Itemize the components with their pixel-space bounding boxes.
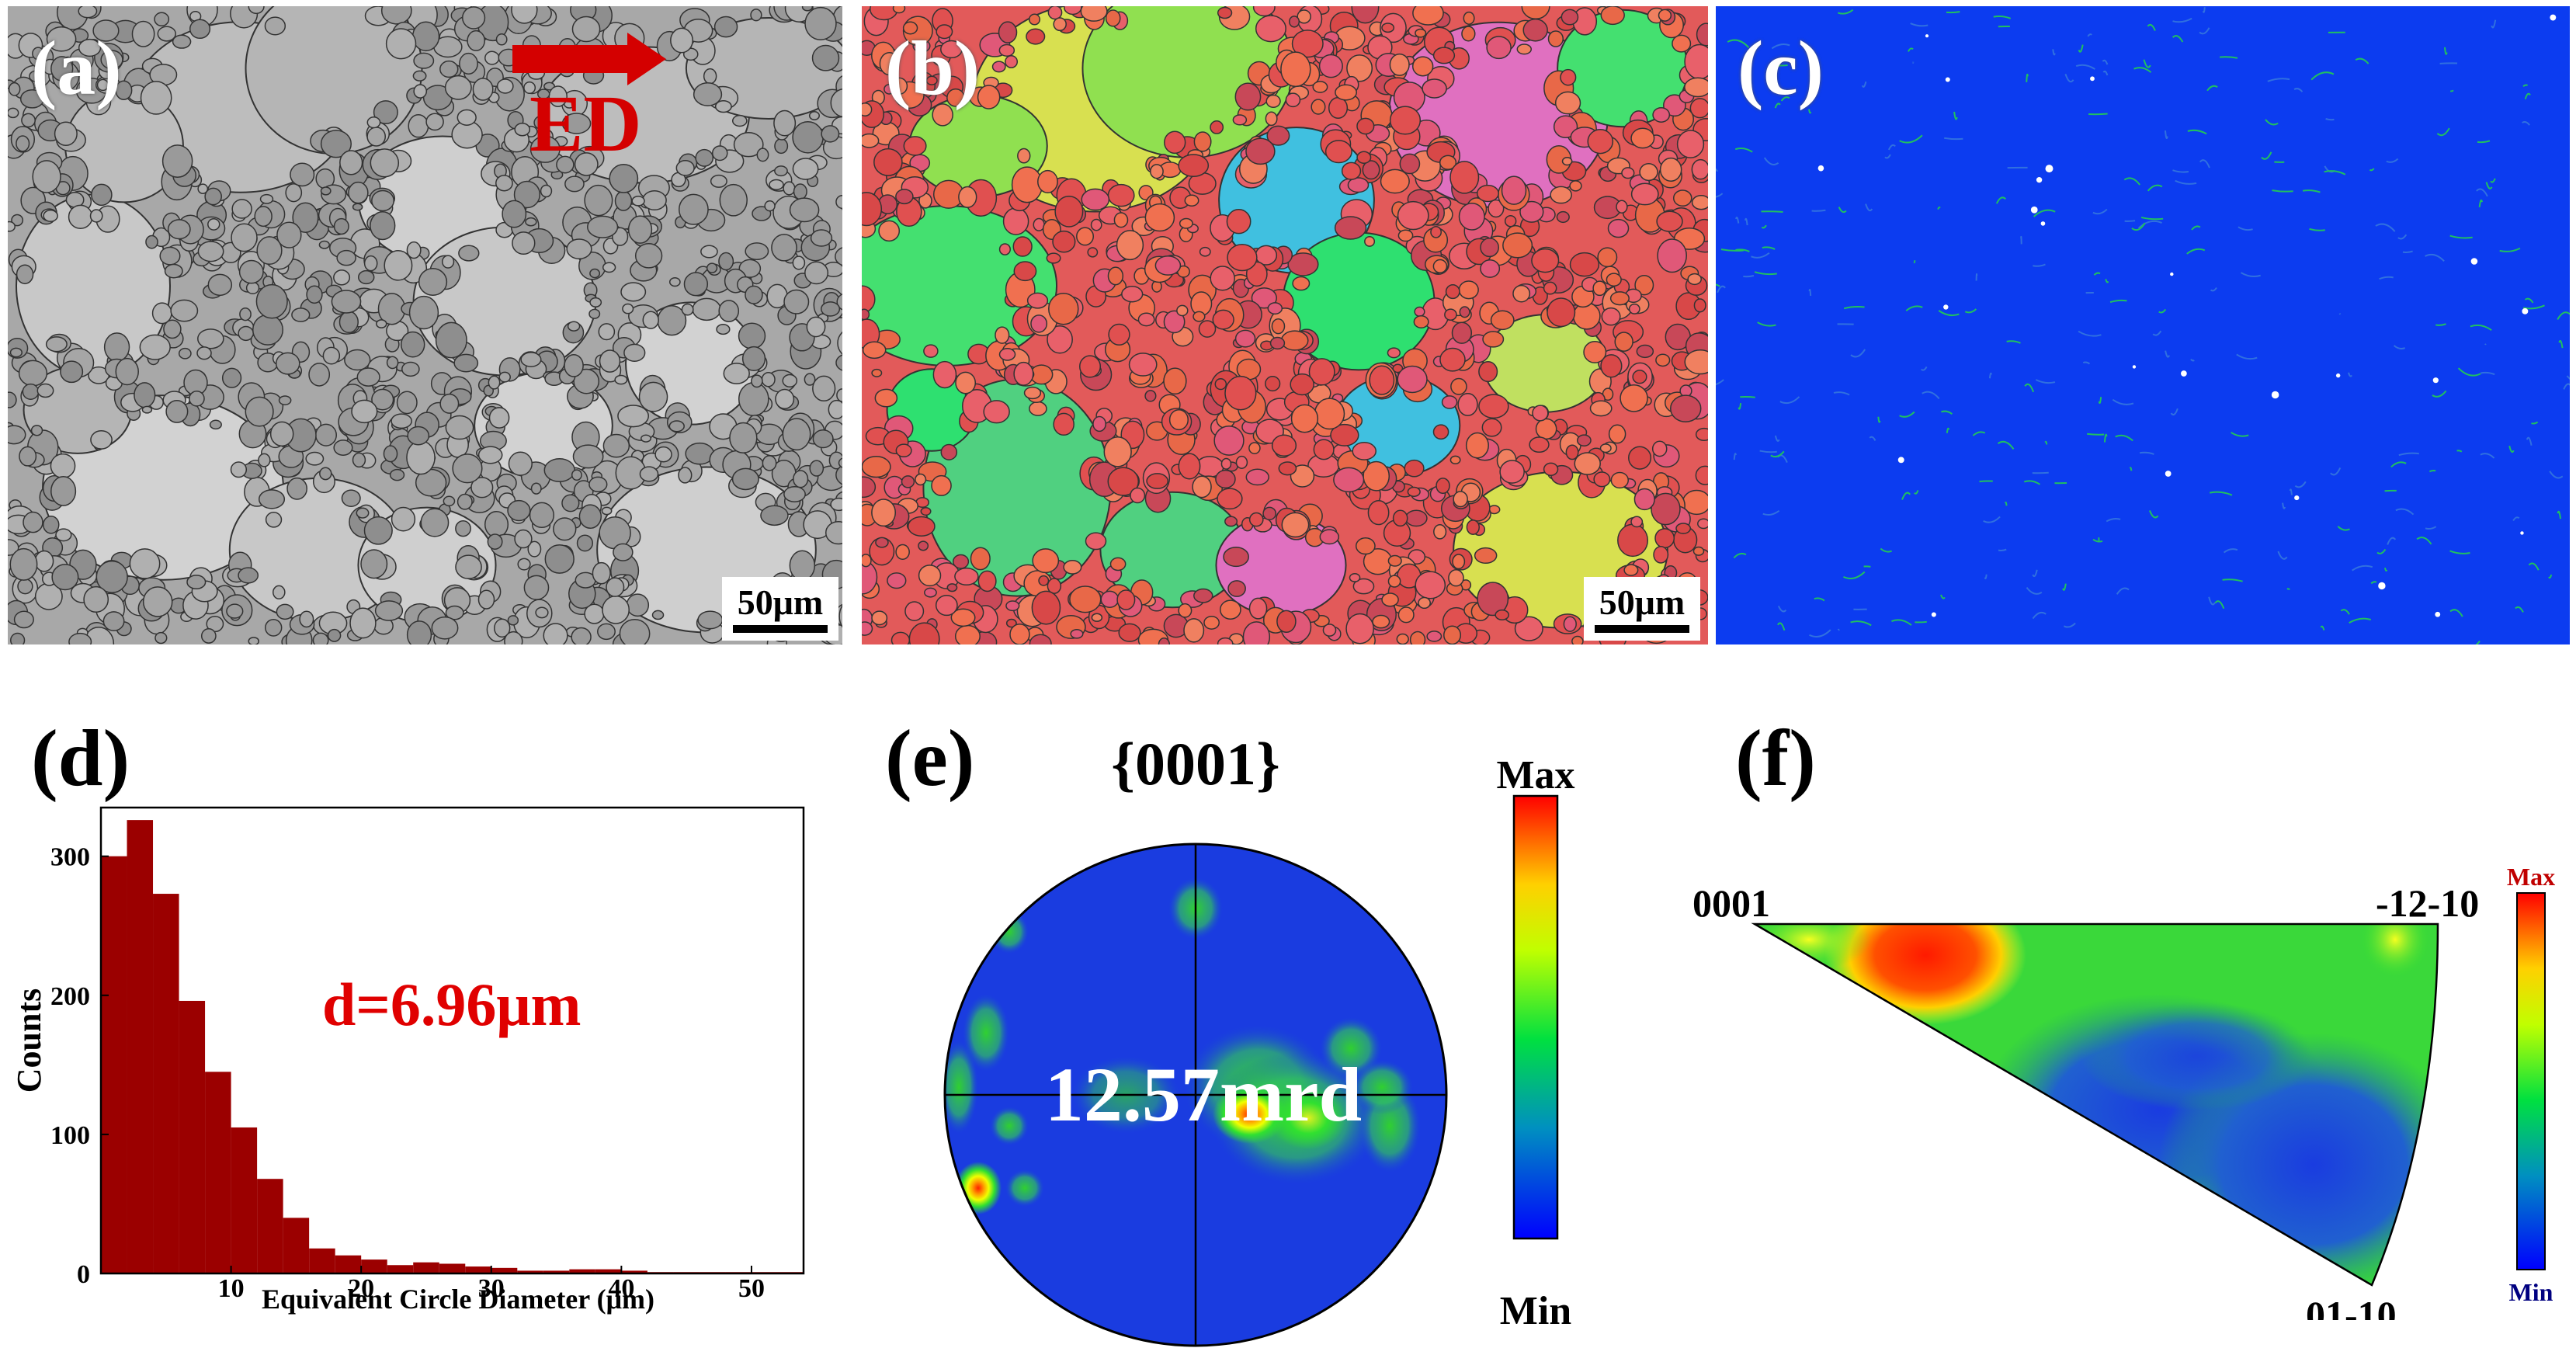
histogram-bar <box>621 1270 647 1273</box>
mean-diameter-annotation: d=6.96μm <box>322 971 582 1038</box>
histogram-bar <box>413 1262 439 1273</box>
histogram-bar <box>543 1270 570 1273</box>
histogram-bar <box>283 1218 310 1273</box>
panel-c: (c) <box>1716 6 2570 644</box>
panel-a-label: (a) <box>31 25 122 111</box>
ipf-map-image <box>862 6 1708 644</box>
panel-f-label: (f) <box>1735 714 1816 803</box>
ipf-orientation-map <box>862 6 1708 644</box>
histogram-bar <box>179 1000 206 1273</box>
band-contrast-map <box>8 6 842 644</box>
pole-figure-colorbar <box>1512 794 1559 1240</box>
y-tick-label: 100 <box>50 1121 90 1150</box>
y-tick-label: 300 <box>50 843 90 872</box>
histogram-bar <box>387 1265 414 1273</box>
histogram-bar <box>491 1267 518 1273</box>
histogram-bar <box>257 1179 283 1273</box>
ipf-colorbar-max: Max <box>2507 863 2555 891</box>
x-tick-label: 10 <box>218 1274 245 1303</box>
scale-bar-b: 50μm <box>1584 577 1700 641</box>
panel-e-label: (e) <box>885 714 975 803</box>
scale-bar-b-text: 50μm <box>1599 582 1686 622</box>
x-tick-label: 50 <box>738 1274 765 1303</box>
ed-arrow-icon <box>512 33 666 85</box>
histogram-bar <box>205 1072 231 1273</box>
scale-bar-a: 50μm <box>722 577 838 641</box>
histogram-bar <box>361 1259 387 1273</box>
kam-map <box>1716 6 2570 644</box>
ipf-corner-0001: 0001 <box>1692 881 1770 925</box>
y-tick-label: 200 <box>50 982 90 1011</box>
histogram-bar <box>517 1270 543 1273</box>
histogram-y-label: Counts <box>10 988 48 1093</box>
ipf-corner-01-10: 01-10 <box>2306 1293 2397 1320</box>
panel-a: (a) ED 50μm <box>8 6 842 644</box>
histogram-bar <box>231 1127 258 1273</box>
panel-b: (b) 50μm <box>862 6 1708 644</box>
pole-colorbar-min: Min <box>1500 1289 1572 1333</box>
pole-figure-title: {0001} <box>1111 730 1279 797</box>
histogram-chart: 10 20 30 40 50 0 100 200 300 d=6.96μm Equivalent… <box>10 806 805 1315</box>
histogram-x-label: Equivalent Circle Diameter (μm) <box>262 1284 654 1315</box>
ipf-colorbar-min: Min <box>2509 1278 2553 1306</box>
panel-b-label: (b) <box>885 25 981 111</box>
max-intensity-label: 12.57mrd <box>1045 1051 1362 1138</box>
histogram-bar <box>439 1263 466 1273</box>
histogram-bar <box>309 1248 335 1273</box>
inverse-pole-figure: 0001 -12-10 01-10 Max Min <box>1692 863 2555 1320</box>
histogram-frame <box>99 806 805 1275</box>
ed-direction-label: ED <box>529 79 642 169</box>
histogram-bar <box>101 856 127 1273</box>
panel-d-label: (d) <box>31 714 130 803</box>
histogram-bar <box>569 1269 595 1273</box>
x-tick-label: 30 <box>478 1274 505 1303</box>
kam-map-image <box>1716 6 2570 644</box>
scale-bar-a-text: 50μm <box>737 582 824 622</box>
pole-colorbar-max: Max <box>1496 753 1574 797</box>
histogram-bar <box>335 1255 362 1273</box>
ipf-colorbar <box>2516 892 2546 1270</box>
histogram-bar <box>465 1266 491 1273</box>
x-tick-label: 20 <box>348 1274 374 1303</box>
histogram-bar <box>595 1269 622 1273</box>
ipf-corner-12-10: -12-10 <box>2376 881 2479 925</box>
histogram-bar <box>153 894 179 1273</box>
x-tick-label: 40 <box>608 1274 634 1303</box>
panel-c-label: (c) <box>1738 25 1824 111</box>
band-contrast-image <box>8 6 842 644</box>
pole-figure: {0001} 12.57mrd Max Min <box>943 730 1575 1347</box>
y-tick-label: 0 <box>77 1260 90 1289</box>
histogram-bar <box>127 820 154 1273</box>
